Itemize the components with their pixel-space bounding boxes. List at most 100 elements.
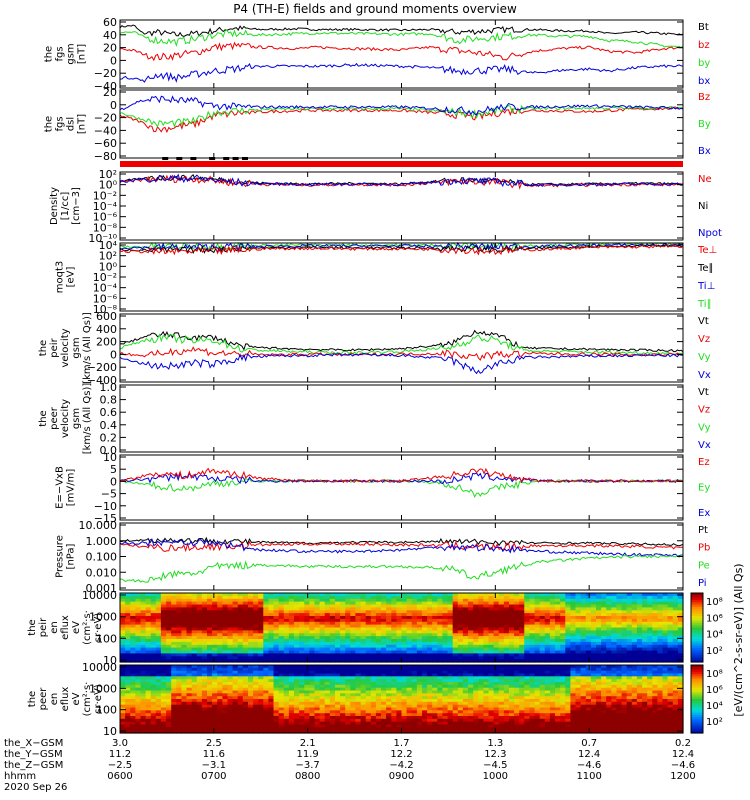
- heatmap-cell: [242, 644, 249, 649]
- heatmap-cell: [176, 716, 182, 720]
- heatmap-cell: [309, 704, 316, 709]
- heatmap-cell: [237, 593, 244, 597]
- heatmap-cell: [217, 693, 223, 697]
- heatmap-cell: [498, 627, 505, 631]
- heatmap-cell: [201, 616, 208, 620]
- heatmap-cell: [176, 704, 182, 709]
- heatmap-cell: [422, 659, 428, 663]
- heatmap-cell: [411, 696, 418, 700]
- heatmap-cell: [248, 718, 254, 723]
- heatmap-cell: [457, 721, 464, 726]
- heatmap-cell: [667, 601, 674, 606]
- heatmap-cell: [345, 650, 351, 654]
- heatmap-cell: [196, 713, 203, 717]
- heatmap-cell: [345, 616, 351, 620]
- heatmap-cell: [381, 718, 387, 723]
- heatmap-cell: [201, 716, 208, 720]
- heatmap-cell: [401, 684, 408, 689]
- heatmap-cell: [483, 682, 490, 686]
- y-tick-label: 200: [96, 336, 117, 349]
- heatmap-cell: [365, 676, 372, 680]
- heatmap-cell: [524, 595, 530, 600]
- heatmap-cell: [140, 730, 147, 734]
- heatmap-cell: [411, 716, 418, 720]
- heatmap-cell: [329, 610, 336, 614]
- heatmap-cell: [570, 616, 577, 620]
- heatmap-cell: [370, 644, 377, 649]
- heatmap-cell: [196, 593, 203, 597]
- heatmap-cell: [524, 690, 530, 694]
- heatmap-cell: [621, 647, 628, 652]
- heatmap-cell: [503, 701, 510, 706]
- heatmap-cell: [135, 727, 142, 731]
- heatmap-cell: [166, 713, 172, 717]
- heatmap-cell: [125, 724, 131, 728]
- heatmap-cell: [514, 724, 520, 728]
- heatmap-cell: [232, 684, 239, 689]
- heatmap-cell: [145, 679, 152, 683]
- heatmap-cell: [534, 639, 541, 643]
- heatmap-cell: [263, 641, 269, 646]
- y-tick-label: 0: [110, 348, 117, 361]
- heatmap-cell: [227, 598, 234, 603]
- heatmap-cell: [319, 624, 326, 629]
- heatmap-cell: [529, 690, 536, 694]
- heatmap-cell: [181, 650, 188, 654]
- heatmap-cell: [345, 604, 351, 608]
- heatmap-cell: [160, 610, 167, 614]
- heatmap-cell: [457, 716, 464, 720]
- heatmap-cell: [498, 639, 505, 643]
- heatmap-cell: [498, 641, 505, 646]
- heatmap-cell: [416, 644, 423, 649]
- heatmap-cell: [498, 618, 505, 623]
- heatmap-cell: [140, 653, 147, 657]
- heatmap-cell: [120, 701, 126, 706]
- heatmap-cell: [509, 679, 515, 683]
- heatmap-cell: [483, 618, 490, 623]
- heatmap-cell: [181, 696, 188, 700]
- series-line-density-blue: [119, 173, 684, 188]
- heatmap-cell: [478, 679, 484, 683]
- heatmap-cell: [478, 613, 484, 617]
- heatmap-cell: [381, 641, 387, 646]
- heatmap-cell: [345, 696, 351, 700]
- heatmap-cell: [406, 627, 413, 631]
- heatmap-cell: [560, 607, 566, 611]
- heatmap-cell: [677, 616, 684, 620]
- heatmap-cell: [135, 713, 142, 717]
- heatmap-cell: [258, 653, 264, 657]
- heatmap-cell: [355, 647, 362, 652]
- heatmap-cell: [396, 724, 403, 728]
- heatmap-cell: [335, 721, 341, 726]
- heatmap-cell: [437, 710, 443, 714]
- heatmap-cell: [288, 704, 295, 709]
- heatmap-cell: [457, 633, 464, 637]
- heatmap-cell: [150, 687, 157, 692]
- heatmap-cell: [130, 707, 136, 711]
- heatmap-cell: [171, 684, 177, 689]
- heatmap-cell: [150, 610, 157, 614]
- heatmap-cell: [319, 721, 326, 726]
- heatmap-cell: [406, 721, 413, 726]
- heatmap-cell: [473, 624, 479, 629]
- heatmap-cell: [375, 724, 382, 728]
- heatmap-cell: [411, 727, 418, 731]
- heatmap-cell: [345, 713, 351, 717]
- heatmap-cell: [473, 679, 479, 683]
- heatmap-cell: [509, 627, 515, 631]
- heatmap-cell: [135, 693, 142, 697]
- heatmap-cell: [176, 656, 182, 660]
- heatmap-cell: [201, 644, 208, 649]
- heatmap-cell: [237, 713, 244, 717]
- heatmap-cell: [176, 616, 182, 620]
- heatmap-cell: [411, 650, 418, 654]
- heatmap-cell: [473, 667, 479, 672]
- y-tick-label: 0: [110, 99, 117, 112]
- heatmap-cell: [381, 679, 387, 683]
- heatmap-cell: [606, 659, 612, 663]
- heatmap-cell: [140, 621, 147, 626]
- heatmap-cell: [432, 656, 438, 660]
- heatmap-cell: [329, 644, 336, 649]
- heatmap-cell: [391, 641, 397, 646]
- heatmap-cell: [596, 610, 602, 614]
